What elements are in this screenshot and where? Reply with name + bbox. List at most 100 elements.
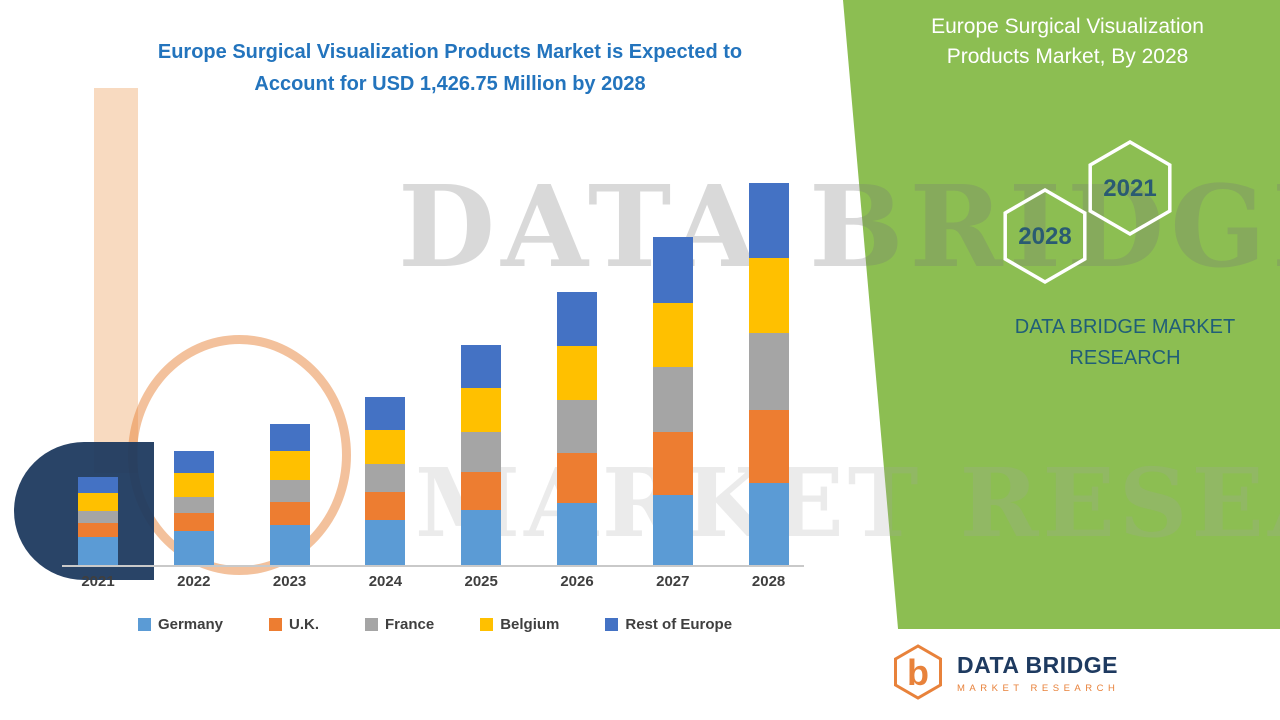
stacked-bar-2024 <box>365 397 406 565</box>
stacked-bar-2027 <box>652 237 693 565</box>
legend-swatch <box>605 618 619 631</box>
legend-swatch <box>137 618 151 631</box>
bar-segment-rest-of-europe <box>748 183 789 259</box>
bar-segment-germany <box>365 520 406 565</box>
bar-segment-rest-of-europe <box>461 345 502 389</box>
bar-segment-france <box>748 333 789 411</box>
bar-segment-germany <box>78 537 118 565</box>
legend-label: France <box>384 616 435 633</box>
hexagon-2028-label: 2028 <box>1018 223 1071 250</box>
legend-item-u-k-: U.K. <box>268 616 319 633</box>
legend-swatch <box>268 618 282 631</box>
bar-segment-belgium <box>173 472 214 497</box>
databridge-logo: b DATA BRIDGE MARKET RESEARCH <box>889 640 1119 706</box>
x-axis-label-2023: 2023 <box>272 573 307 590</box>
chart-legend: Germany U.K. France Belgium Rest of Europe <box>70 616 800 633</box>
bar-segment-rest-of-europe <box>173 450 214 473</box>
legend-swatch <box>364 618 378 631</box>
bar-segment-belgium <box>557 346 597 401</box>
brand-text-line2: RESEARCH <box>1069 347 1181 369</box>
stacked-bar-2023 <box>269 424 310 565</box>
brand-text: DATA BRIDGE MARKET RESEARCH <box>960 312 1280 374</box>
bar-segment-france <box>365 464 406 493</box>
bar-segment-germany <box>748 483 789 565</box>
stacked-bar-2026 <box>557 292 597 565</box>
x-axis-label-2026: 2026 <box>560 573 594 590</box>
bar-segment-rest-of-europe <box>269 424 310 452</box>
legend-swatch <box>480 618 494 631</box>
bar-segment-u-k- <box>365 492 406 521</box>
logo-hexagon-outline <box>894 644 942 700</box>
legend-item-rest-of-europe: Rest of Europe <box>605 616 732 633</box>
bar-segment-france <box>269 480 310 503</box>
bar-segment-u-k- <box>652 432 693 496</box>
bar-segment-germany <box>269 525 310 565</box>
x-axis-label-2024: 2024 <box>368 573 403 590</box>
bar-segment-u-k- <box>557 453 597 504</box>
panel-title: Europe Surgical Visualization Products M… <box>895 12 1240 72</box>
logo-tagline: MARKET RESEARCH <box>957 683 1120 694</box>
bar-segment-germany <box>461 510 502 565</box>
bar-segment-rest-of-europe <box>652 237 693 304</box>
watermark-text-line1: DATA BRIDGE <box>398 162 1280 293</box>
x-axis-label-2027: 2027 <box>656 573 690 590</box>
stacked-bar-2022 <box>173 450 214 565</box>
x-axis-label-2028: 2028 <box>751 573 786 590</box>
bar-segment-u-k- <box>173 513 214 531</box>
hexagon-2028-outline <box>1003 187 1087 285</box>
legend-item-belgium: Belgium <box>480 616 559 633</box>
bar-segment-germany <box>652 495 693 565</box>
stacked-bar-2025 <box>461 345 502 565</box>
logo-text-block: DATA BRIDGE MARKET RESEARCH <box>957 652 1119 694</box>
bar-segment-france <box>173 497 214 514</box>
legend-item-france: France <box>364 616 435 633</box>
bar-segment-germany <box>557 503 597 565</box>
legend-label: Belgium <box>500 616 560 633</box>
bar-segment-u-k- <box>78 523 118 538</box>
bar-segment-belgium <box>461 388 502 433</box>
panel-title-line2: Products Market, By 2028 <box>946 45 1189 68</box>
databridge-logo-icon: b <box>894 644 942 700</box>
hexagon-2021-outline <box>1088 139 1172 237</box>
legend-label: Germany <box>157 616 223 633</box>
logo-strip: b DATA BRIDGE MARKET RESEARCH <box>867 629 1280 720</box>
legend-label: Rest of Europe <box>625 616 733 633</box>
plot-area <box>62 120 804 567</box>
x-axis-label-2022: 2022 <box>177 573 211 590</box>
logo-b-glyph: b <box>907 652 929 693</box>
stacked-bar-2028 <box>748 183 789 565</box>
bar-segment-germany <box>173 531 214 565</box>
chart-title-line1: Europe Surgical Visualization Products M… <box>157 41 743 63</box>
bar-segment-rest-of-europe <box>557 292 597 347</box>
bar-segment-u-k- <box>748 410 789 484</box>
x-axis-label-2021: 2021 <box>81 573 115 590</box>
stacked-bar-2021 <box>78 477 118 565</box>
bar-segment-belgium <box>365 430 406 465</box>
bar-segment-france <box>557 400 597 454</box>
bar-segment-rest-of-europe <box>78 477 118 494</box>
bar-segment-belgium <box>78 493 118 512</box>
bar-segment-france <box>78 511 118 524</box>
legend-label: U.K. <box>288 616 319 633</box>
hexagon-2021-label: 2021 <box>1103 175 1156 202</box>
brand-text-line1: DATA BRIDGE MARKET <box>1014 316 1236 338</box>
bar-segment-belgium <box>269 451 310 481</box>
watermark-logo-stem <box>94 88 138 473</box>
bar-segment-u-k- <box>461 472 502 511</box>
logo-brand-name: DATA BRIDGE <box>957 652 1118 678</box>
chart-title: Europe Surgical Visualization Products M… <box>88 36 812 100</box>
x-axis-labels: 2021 2022 2023 2024 2025 2026 2027 2028 <box>62 573 804 595</box>
bar-segment-france <box>461 432 502 473</box>
bar-segment-rest-of-europe <box>365 397 406 431</box>
bar-segment-belgium <box>652 303 693 368</box>
bar-segment-france <box>652 367 693 433</box>
bar-segment-u-k- <box>269 502 310 526</box>
bar-segment-belgium <box>748 258 789 334</box>
year-hexagons: 2028 2021 <box>1003 139 1172 285</box>
legend-item-germany: Germany <box>137 616 223 633</box>
chart-title-line2: Account for USD 1,426.75 Million by 2028 <box>254 73 646 95</box>
panel-title-line1: Europe Surgical Visualization <box>931 15 1204 38</box>
x-axis-label-2025: 2025 <box>464 573 498 590</box>
